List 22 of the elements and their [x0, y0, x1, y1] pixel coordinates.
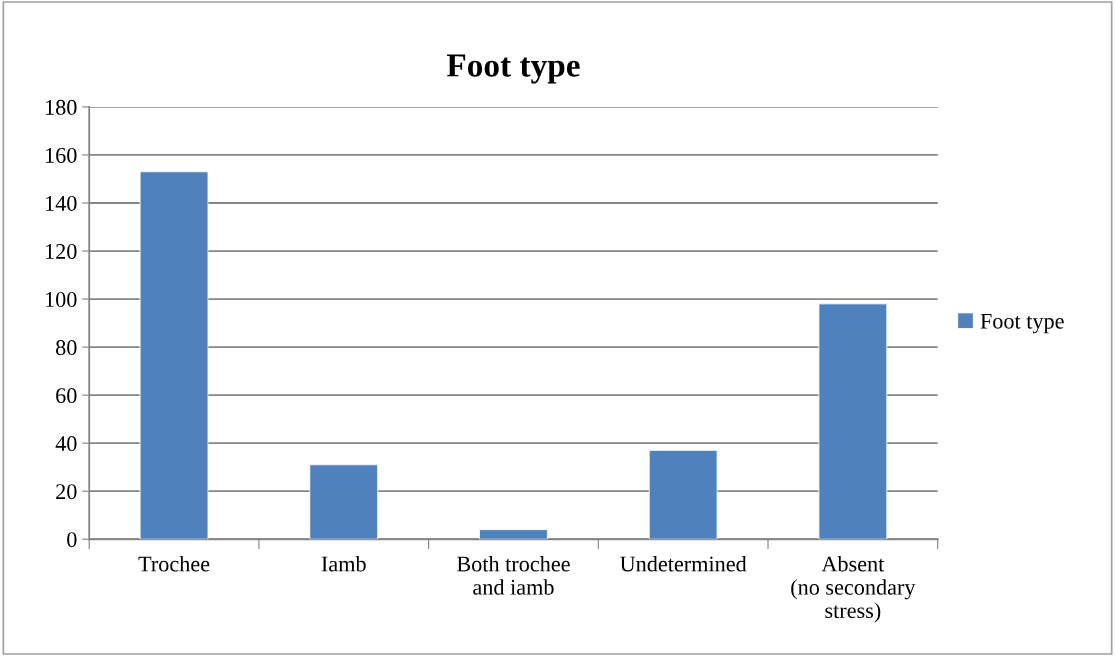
legend-label: Foot type	[980, 313, 1064, 334]
y-tick-label: 20	[56, 484, 77, 500]
y-tick-label: 100	[46, 292, 77, 307]
bar	[139, 171, 209, 540]
x-tick-label: Both trochee and iamb	[457, 555, 570, 595]
bar	[309, 464, 379, 540]
y-tick-label: 160	[46, 147, 77, 163]
y-tick-label: 140	[46, 195, 77, 211]
y-tick-label: 40	[55, 436, 77, 452]
bar	[479, 529, 548, 540]
x-tick-label: Trochee	[138, 555, 210, 572]
x-tick-label: Undetermined	[620, 555, 747, 572]
bar	[818, 303, 888, 540]
chart-title: Foot type	[446, 54, 580, 84]
y-tick-label: 60	[56, 388, 77, 404]
y-tick-label: 0	[67, 532, 77, 548]
bar	[648, 449, 718, 540]
y-tick-label: 180	[46, 99, 77, 115]
x-tick-label: Iamb	[321, 555, 366, 572]
y-tick-label: 80	[56, 340, 77, 356]
x-tick-label: Absent (no secondary stress)	[791, 555, 916, 623]
y-tick-label: 120	[46, 243, 77, 259]
